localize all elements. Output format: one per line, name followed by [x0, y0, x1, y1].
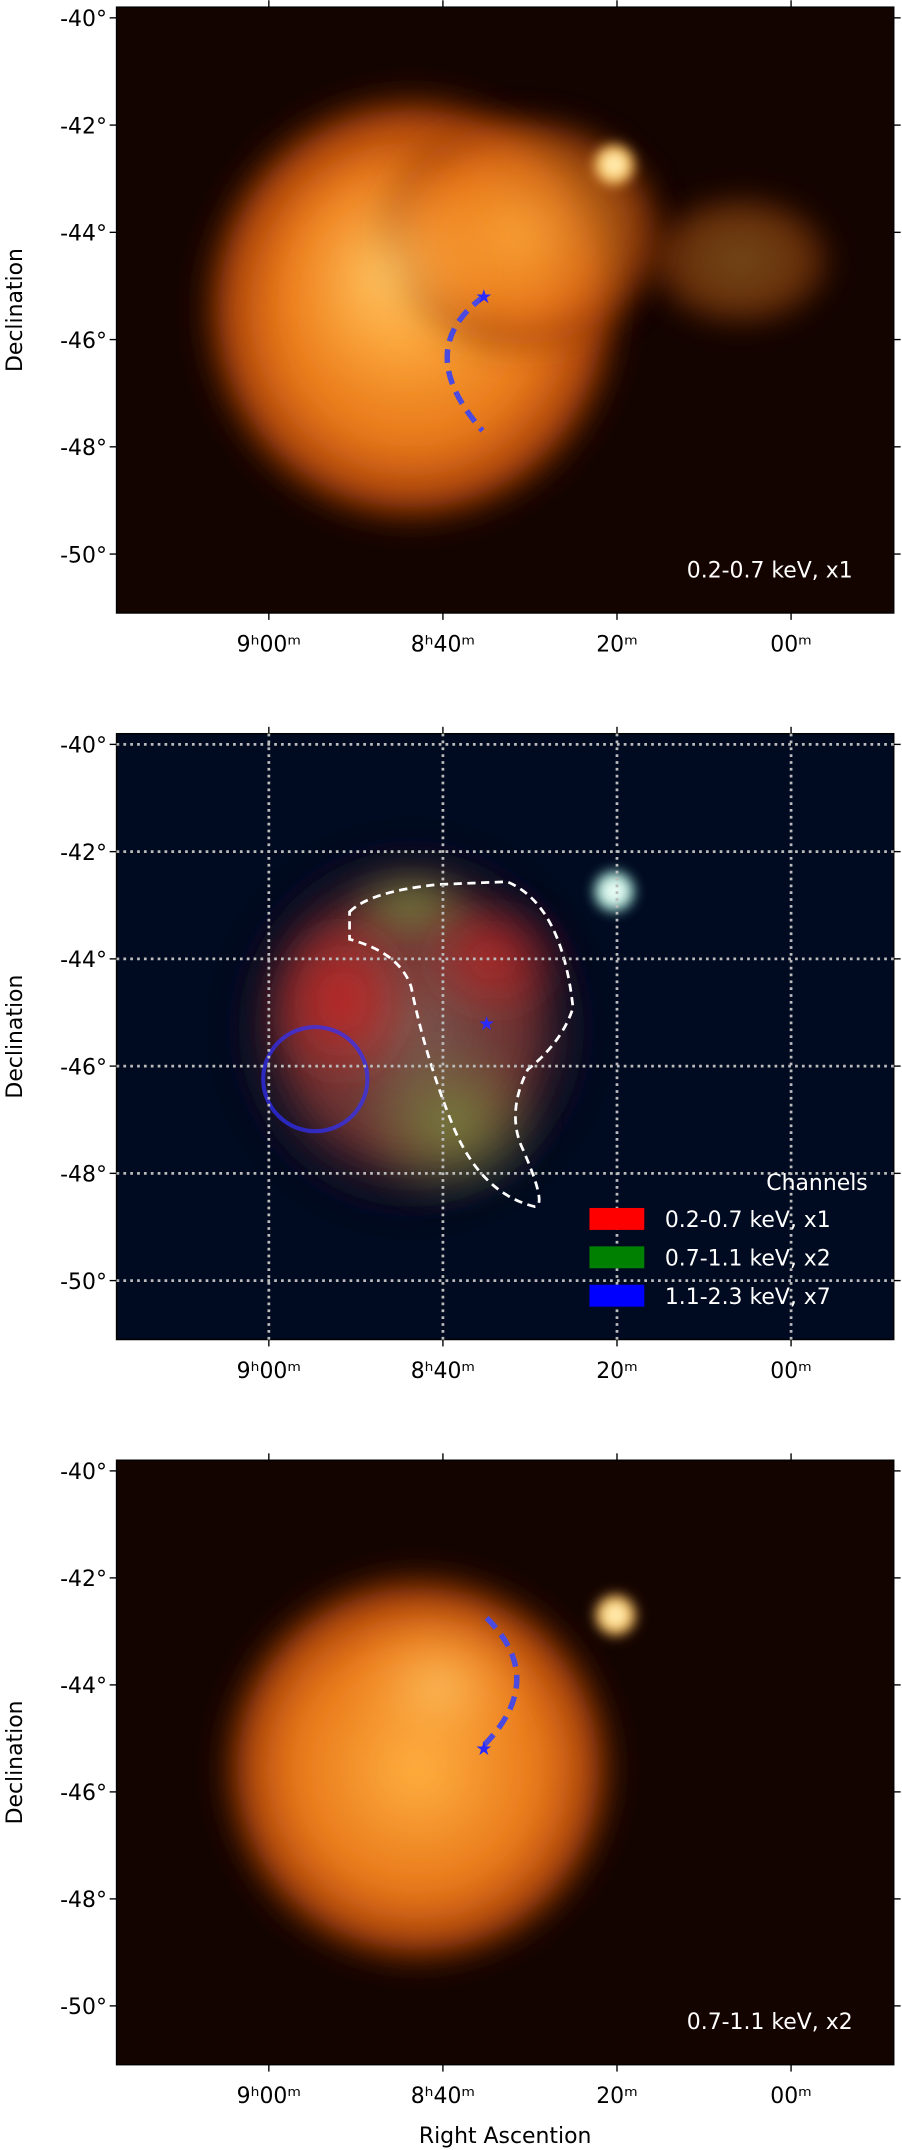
- legend-label: 1.1-2.3 keV, x7: [665, 1285, 831, 1310]
- y-tick-label: -44°: [60, 222, 107, 247]
- x-axis-label: Right Ascention: [419, 2124, 592, 2149]
- legend-title: Channels: [766, 1171, 867, 1196]
- x-tick-label: 20ᵐ: [596, 1359, 638, 1384]
- y-tick-label: -48°: [60, 1888, 107, 1913]
- y-axis-label: Declination: [3, 975, 28, 1099]
- axes-frame: [115, 732, 895, 1341]
- x-tick-label: 20ᵐ: [596, 2084, 638, 2109]
- image-panel-1: ★: [116, 7, 894, 614]
- x-tick-label: 20ᵐ: [596, 632, 638, 657]
- y-axis-label: Declination: [3, 1701, 28, 1825]
- y-tick-label: -46°: [60, 1055, 107, 1080]
- legend-swatch: [589, 1246, 645, 1269]
- x-tick-label: 9ʰ00ᵐ: [237, 1359, 301, 1384]
- legend-label: 0.7-1.1 keV, x2: [665, 1247, 831, 1272]
- y-tick-label: -50°: [60, 1995, 107, 2020]
- x-tick-label: 8ʰ40ᵐ: [411, 1359, 475, 1384]
- x-tick-label: 00ᵐ: [770, 2084, 812, 2109]
- axes-frame: [115, 1459, 895, 2066]
- svg-text:★: ★: [478, 1012, 495, 1035]
- x-tick-label: 8ʰ40ᵐ: [411, 2084, 475, 2109]
- image-panel-3: ★: [116, 1460, 894, 2065]
- x-tick-label: 9ʰ00ᵐ: [237, 632, 301, 657]
- y-tick-label: -48°: [60, 1163, 107, 1188]
- x-tick-label: 9ʰ00ᵐ: [237, 2084, 301, 2109]
- y-tick-label: -42°: [60, 841, 107, 866]
- annotation: 0.2-0.7 keV, x1: [687, 558, 853, 583]
- y-tick-label: -50°: [60, 543, 107, 568]
- legend-label: 0.2-0.7 keV, x1: [665, 1208, 831, 1233]
- y-tick-label: -42°: [60, 114, 107, 139]
- y-tick-label: -42°: [60, 1567, 107, 1592]
- y-tick-label: -50°: [60, 1270, 107, 1295]
- svg-text:★: ★: [475, 285, 492, 308]
- axes-frame: [115, 6, 895, 614]
- y-tick-label: -46°: [60, 329, 107, 354]
- y-tick-label: -44°: [60, 948, 107, 973]
- y-tick-label: -40°: [60, 7, 107, 32]
- y-tick-label: -48°: [60, 436, 107, 461]
- legend-swatch: [589, 1284, 645, 1307]
- y-tick-label: -40°: [60, 1460, 107, 1485]
- y-axis-label: Declination: [3, 248, 28, 372]
- svg-text:★: ★: [475, 1737, 492, 1760]
- y-tick-label: -46°: [60, 1781, 107, 1806]
- image-panel-2: ★: [116, 733, 894, 1340]
- x-tick-label: 8ʰ40ᵐ: [411, 632, 475, 657]
- y-tick-label: -40°: [60, 734, 107, 759]
- x-tick-label: 00ᵐ: [770, 632, 812, 657]
- legend-swatch: [589, 1207, 645, 1230]
- y-tick-label: -44°: [60, 1674, 107, 1699]
- x-tick-label: 00ᵐ: [770, 1359, 812, 1384]
- annotation: 0.7-1.1 keV, x2: [687, 2010, 853, 2035]
